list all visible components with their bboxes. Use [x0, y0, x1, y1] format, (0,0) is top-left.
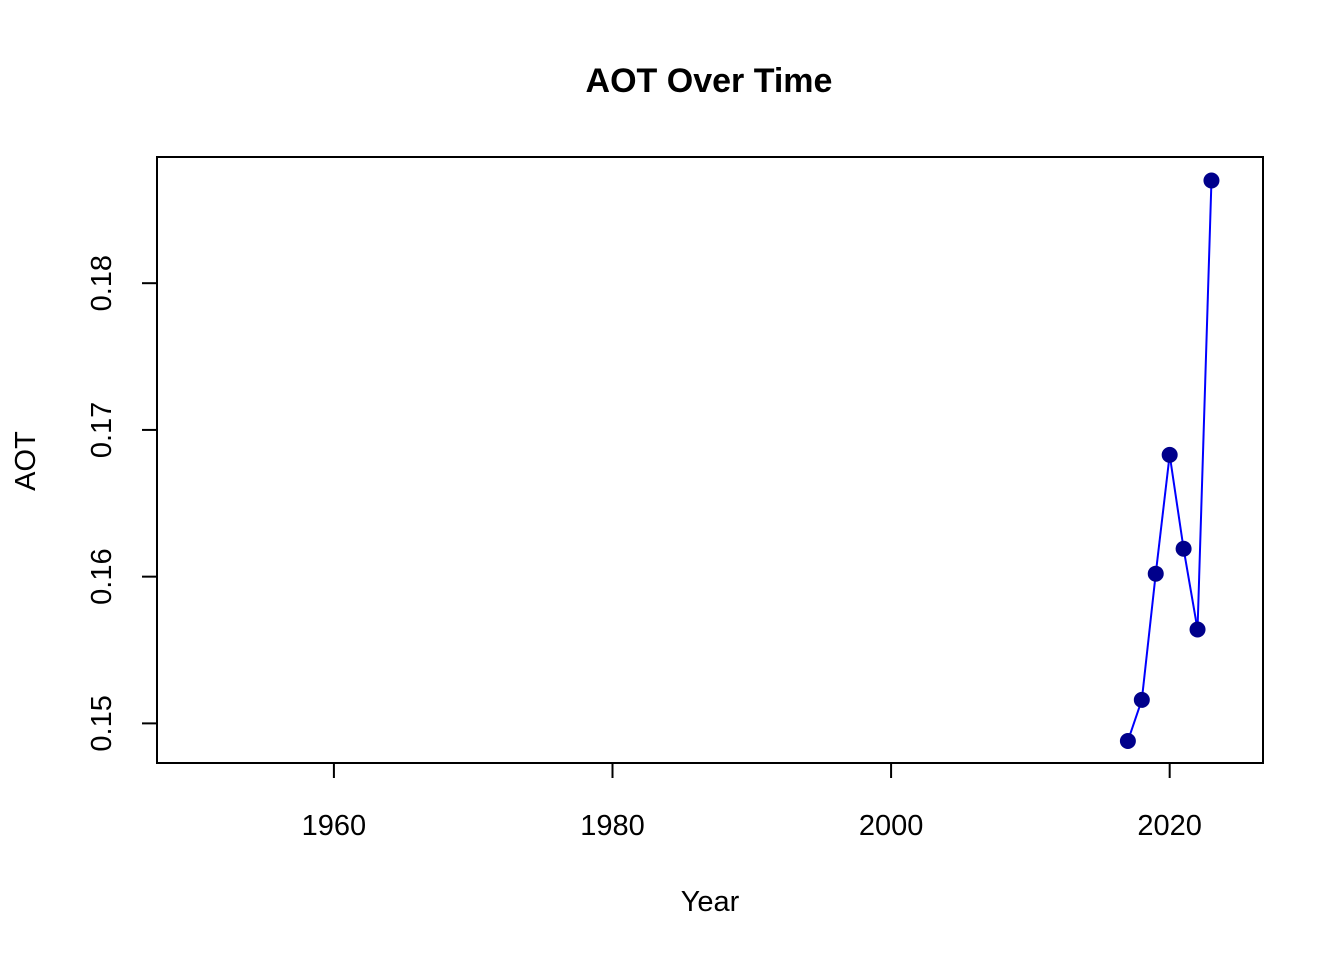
x-axis-label: Year: [681, 886, 740, 918]
series-line-segment: [1196, 180, 1213, 630]
plot-frame: [156, 156, 1264, 764]
x-axis: 1960 1980 2000 2020: [302, 762, 1202, 842]
data-point: [1175, 540, 1192, 557]
y-tick-label: 0.17: [86, 402, 118, 458]
y-tick-label: 0.15: [86, 695, 118, 751]
x-tick-label: 2020: [1137, 810, 1202, 842]
data-point: [1133, 691, 1150, 708]
data-point: [1203, 172, 1220, 189]
y-axis-label: AOT: [10, 431, 42, 491]
series-line-segment: [1154, 454, 1171, 574]
y-tick-label: 0.16: [86, 548, 118, 604]
chart-title: AOT Over Time: [586, 62, 833, 100]
data-point: [1161, 446, 1178, 463]
y-tick-label: 0.18: [86, 255, 118, 311]
series-line-segment: [1168, 454, 1185, 549]
x-tick-label: 2000: [859, 810, 924, 842]
data-point: [1147, 565, 1164, 582]
data-point: [1189, 621, 1206, 638]
x-tick-label: 1980: [580, 810, 645, 842]
y-axis: 0.15 0.16 0.17 0.18: [86, 255, 158, 752]
series-layer: [1119, 172, 1220, 749]
series-line-segment: [1182, 548, 1199, 630]
series-line-segment: [1140, 573, 1157, 701]
x-tick-label: 1960: [302, 810, 367, 842]
data-point: [1119, 732, 1136, 749]
